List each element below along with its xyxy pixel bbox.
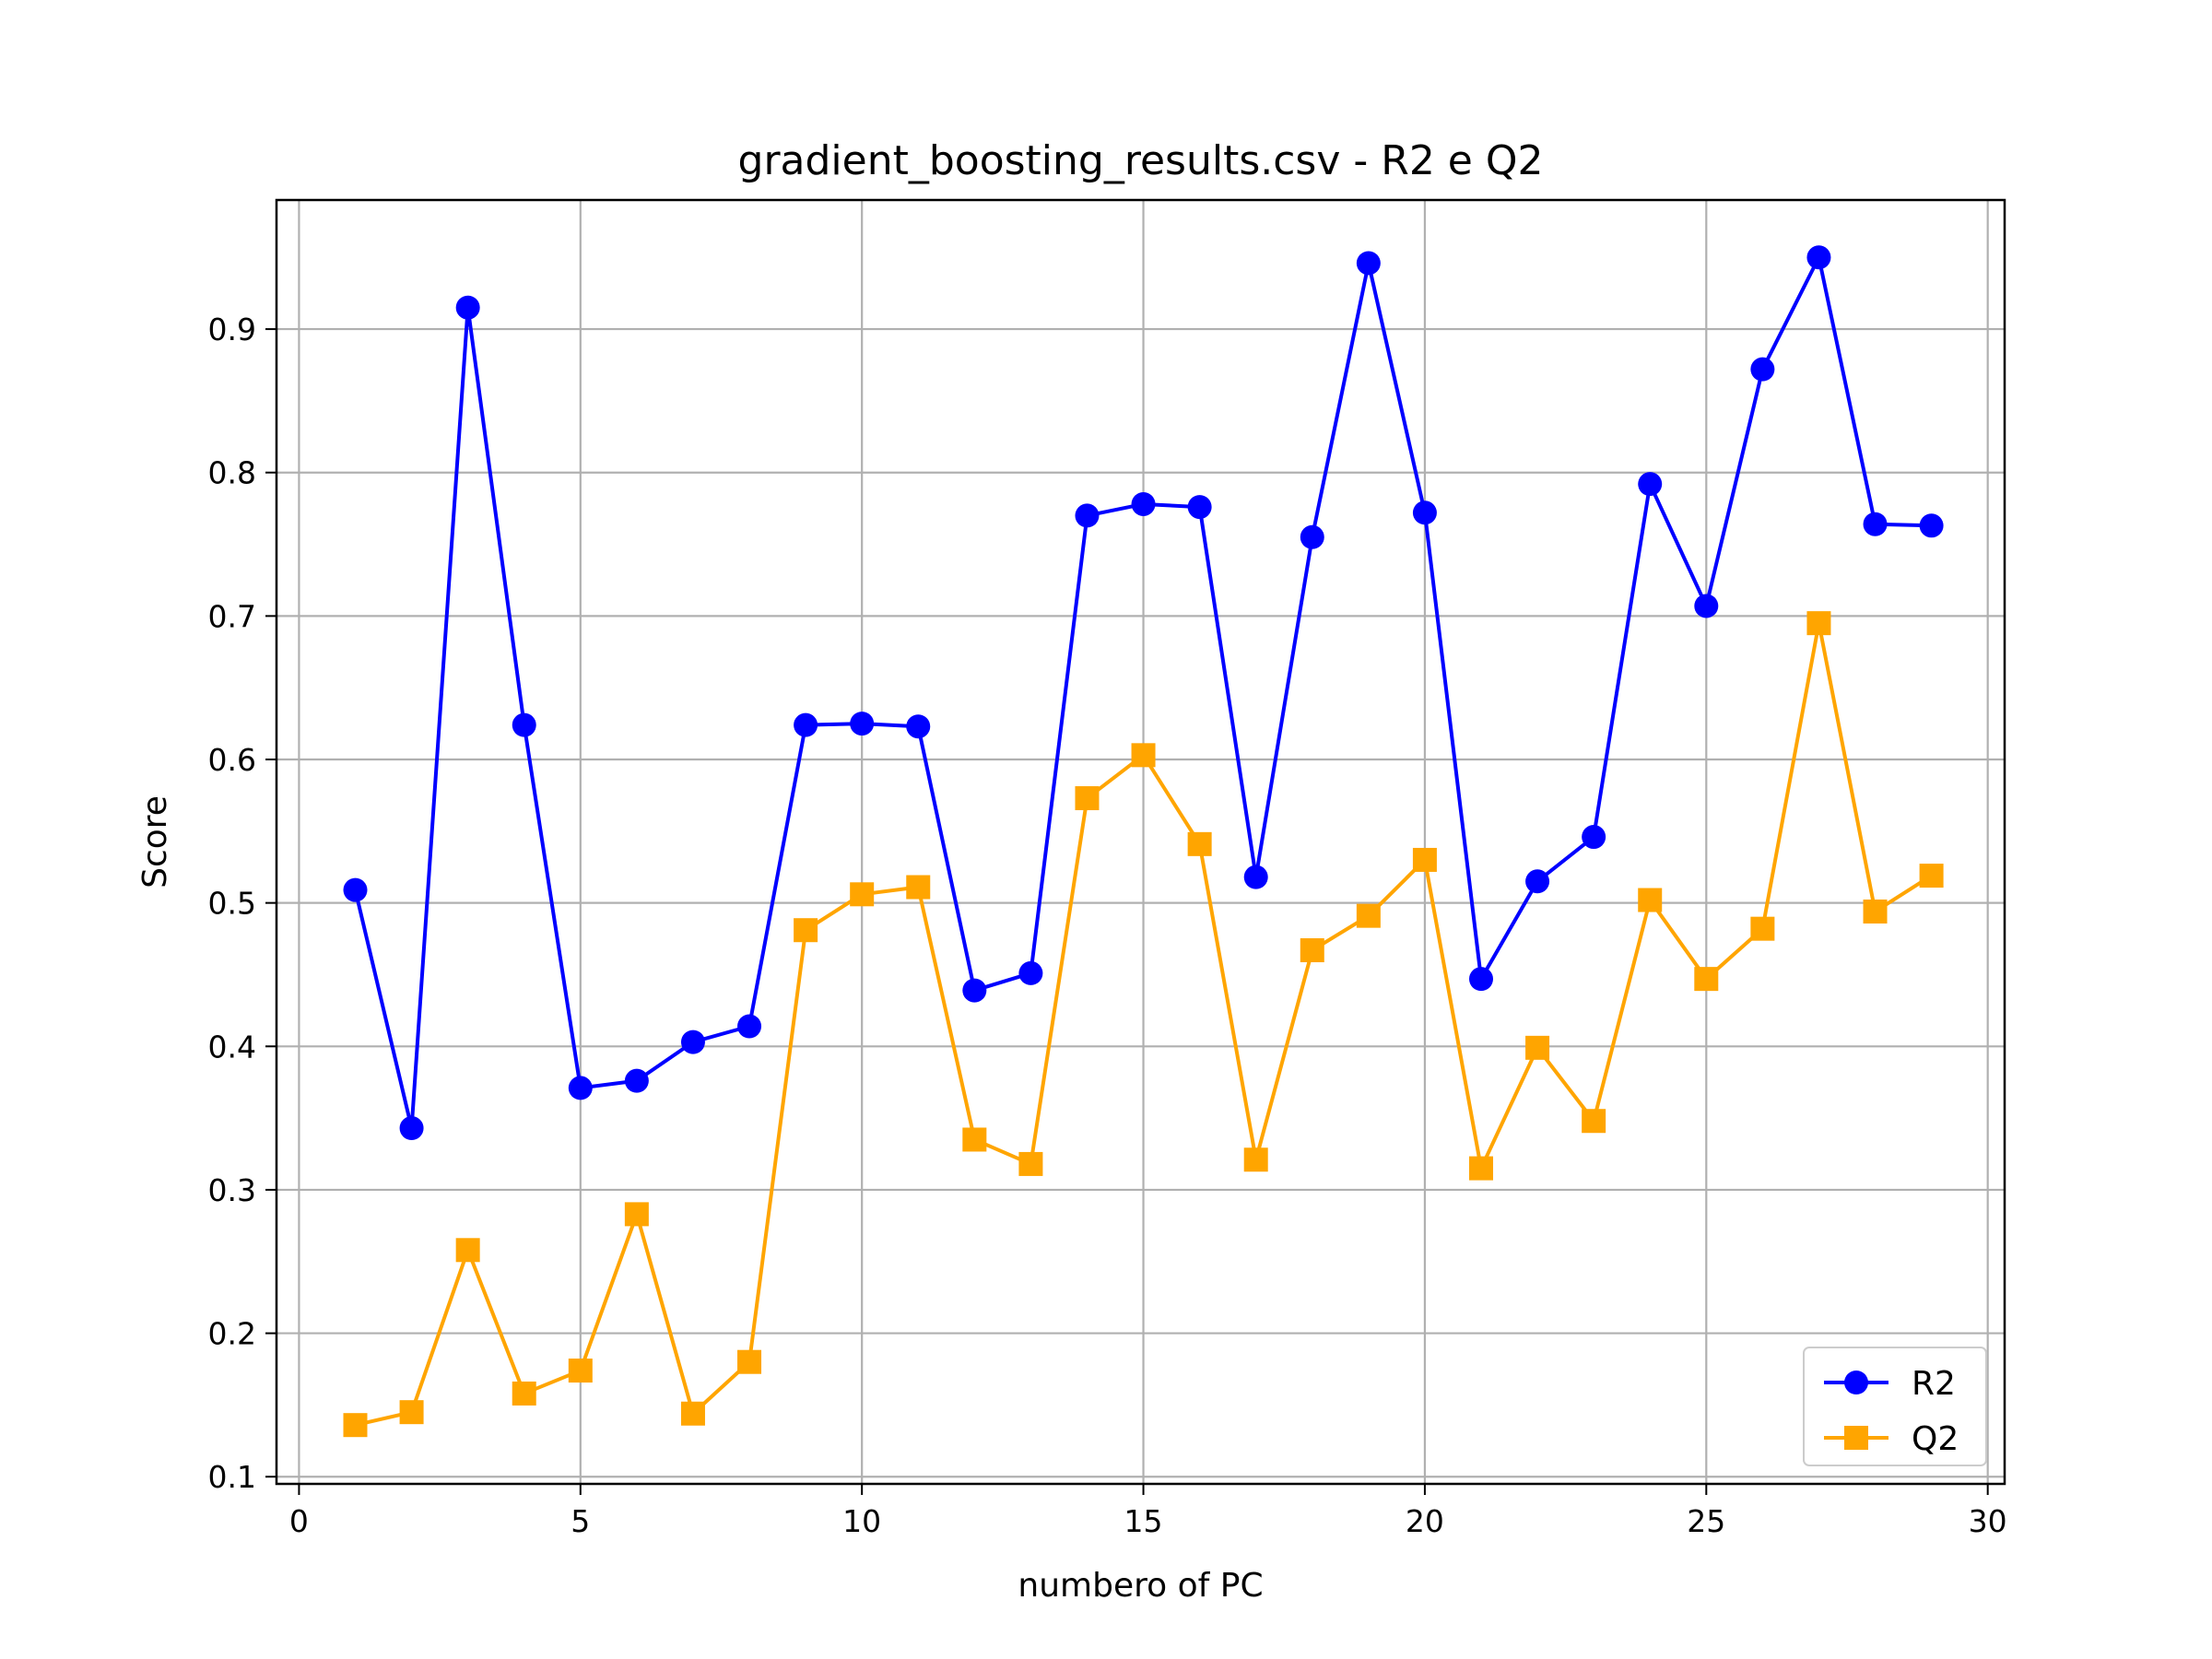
legend-label-r2: R2 — [1912, 1365, 1956, 1403]
data-point-q2 — [512, 1381, 536, 1406]
data-point-r2 — [1919, 513, 1944, 538]
data-point-r2 — [737, 1014, 762, 1039]
legend-marker-q2 — [1844, 1426, 1868, 1450]
data-point-q2 — [399, 1400, 424, 1425]
data-point-q2 — [1863, 899, 1888, 924]
y-tick-label: 0.1 — [208, 1459, 256, 1495]
data-point-r2 — [906, 714, 931, 739]
x-tick-label: 25 — [1687, 1503, 1725, 1539]
data-point-r2 — [399, 1116, 424, 1141]
data-point-q2 — [624, 1202, 649, 1227]
data-point-q2 — [1582, 1109, 1606, 1134]
legend-marker-r2 — [1844, 1371, 1868, 1394]
data-point-q2 — [1469, 1156, 1494, 1181]
data-point-q2 — [1412, 847, 1437, 872]
data-point-r2 — [512, 712, 536, 737]
data-point-q2 — [1694, 967, 1719, 992]
y-tick-label: 0.8 — [208, 455, 256, 491]
plot-frame — [275, 198, 2006, 1486]
data-point-q2 — [680, 1401, 705, 1426]
data-point-r2 — [624, 1068, 649, 1093]
data-point-r2 — [1075, 503, 1100, 528]
y-axis-label: Score — [136, 795, 174, 888]
data-point-r2 — [794, 712, 818, 737]
data-point-r2 — [1694, 594, 1719, 618]
data-point-r2 — [680, 1030, 705, 1054]
data-point-q2 — [1750, 916, 1775, 941]
data-point-r2 — [1582, 825, 1606, 850]
data-point-q2 — [1075, 786, 1100, 811]
data-point-r2 — [1187, 495, 1212, 520]
data-point-r2 — [1018, 960, 1043, 985]
data-point-q2 — [343, 1413, 368, 1438]
data-point-q2 — [568, 1359, 593, 1383]
data-point-r2 — [1525, 869, 1550, 894]
series-layer — [343, 245, 1944, 1438]
x-tick-label: 10 — [842, 1503, 881, 1539]
data-point-q2 — [1638, 888, 1663, 912]
data-point-r2 — [1638, 472, 1663, 497]
gridlines — [276, 200, 2005, 1484]
data-point-q2 — [1806, 611, 1831, 636]
data-point-r2 — [1469, 967, 1494, 992]
data-point-q2 — [1243, 1147, 1268, 1172]
chart-title: gradient_boosting_results.csv - R2 e Q2 — [738, 137, 1544, 184]
data-point-r2 — [1243, 865, 1268, 889]
x-tick-label: 5 — [571, 1503, 590, 1539]
data-point-q2 — [962, 1127, 987, 1152]
data-point-q2 — [737, 1349, 762, 1374]
x-tick-label: 15 — [1124, 1503, 1163, 1539]
axis-ticks: 0 5 10 15 20 25 30 0.1 0.2 0.3 0.4 0.5 0.6 0.7 0.8 0.9 — [208, 312, 2007, 1539]
data-point-r2 — [1863, 512, 1888, 536]
data-point-r2 — [1131, 491, 1156, 516]
legend-box — [1803, 1347, 1987, 1466]
y-tick-label: 0.3 — [208, 1172, 256, 1208]
data-point-r2 — [568, 1076, 593, 1100]
x-tick-label: 0 — [289, 1503, 309, 1539]
y-tick-label: 0.6 — [208, 742, 256, 778]
data-point-q2 — [1018, 1151, 1043, 1176]
data-point-q2 — [1919, 864, 1944, 888]
data-point-r2 — [1356, 251, 1381, 276]
legend-label-q2: Q2 — [1912, 1420, 1959, 1458]
data-point-q2 — [906, 875, 931, 900]
data-point-r2 — [1300, 524, 1324, 549]
data-point-r2 — [962, 978, 987, 1003]
y-tick-label: 0.2 — [208, 1316, 256, 1352]
data-point-q2 — [850, 882, 875, 907]
data-point-r2 — [1806, 245, 1831, 270]
x-tick-label: 20 — [1406, 1503, 1444, 1539]
data-point-q2 — [1300, 938, 1324, 963]
data-point-q2 — [455, 1238, 480, 1263]
data-point-r2 — [343, 877, 368, 902]
data-point-q2 — [1525, 1035, 1550, 1060]
data-point-q2 — [794, 918, 818, 943]
data-point-q2 — [1131, 743, 1156, 768]
y-tick-label: 0.7 — [208, 598, 256, 634]
x-axis-label: numbero of PC — [1018, 1567, 1263, 1605]
y-tick-label: 0.9 — [208, 312, 256, 347]
y-tick-label: 0.5 — [208, 886, 256, 922]
data-point-r2 — [455, 295, 480, 320]
data-point-r2 — [1412, 500, 1437, 525]
data-point-q2 — [1356, 903, 1381, 928]
y-tick-label: 0.4 — [208, 1029, 256, 1065]
x-tick-label: 30 — [1969, 1503, 2007, 1539]
data-point-r2 — [1750, 357, 1775, 382]
data-point-q2 — [1187, 831, 1212, 856]
data-point-r2 — [850, 712, 875, 736]
